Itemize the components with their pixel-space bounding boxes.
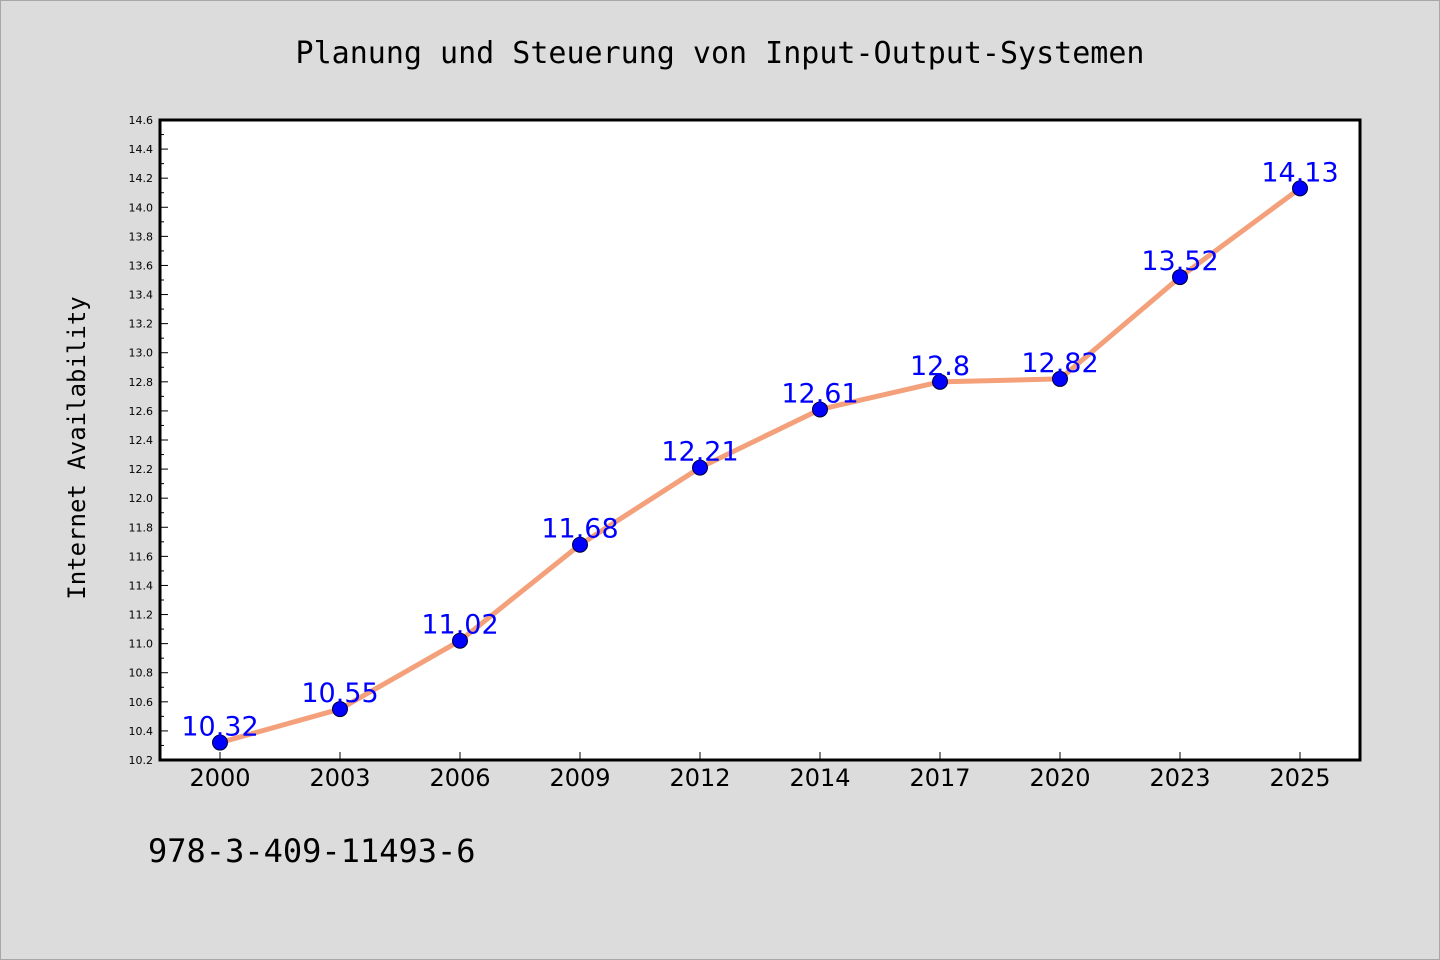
x-tick-label: 2000 — [189, 764, 250, 792]
y-axis-label: Internet Availability — [63, 296, 91, 599]
y-tick-label: 12.8 — [129, 376, 154, 389]
y-tick-label: 13.6 — [129, 259, 154, 272]
y-axis: 10.2 10.4 10.6 10.8 11.0 11.2 11.4 11.6 11.8 12.0… — [129, 114, 168, 767]
y-tick-label: 11.8 — [129, 521, 154, 534]
y-tick-label: 11.0 — [129, 638, 154, 651]
y-tick-label: 10.8 — [129, 667, 154, 680]
y-tick-label: 11.2 — [129, 609, 154, 622]
y-tick-label: 14.2 — [129, 172, 154, 185]
x-tick-label: 2025 — [1269, 764, 1330, 792]
y-tick-label: 12.6 — [129, 405, 154, 418]
x-tick-label: 2023 — [1149, 764, 1210, 792]
data-label: 10.32 — [181, 712, 258, 743]
data-markers — [212, 180, 1308, 751]
data-label: 11.02 — [421, 610, 498, 641]
y-tick-label: 12.2 — [129, 463, 154, 476]
data-point — [1172, 269, 1188, 286]
data-point — [1052, 370, 1068, 387]
y-tick-label: 11.4 — [129, 579, 154, 592]
x-tick-label: 2009 — [549, 764, 610, 792]
data-label: 12.82 — [1021, 348, 1098, 379]
x-axis: 2000 2003 2006 2009 2012 2014 2017 2020 2023 2025 — [189, 752, 1331, 792]
y-tick-label: 14.4 — [129, 143, 154, 156]
data-point — [812, 401, 828, 418]
x-tick-label: 2006 — [429, 764, 490, 792]
data-label: 10.55 — [301, 678, 378, 709]
y-tick-label: 10.4 — [129, 725, 154, 738]
y-tick-label: 14.6 — [129, 114, 154, 127]
x-tick-label: 2020 — [1029, 764, 1090, 792]
y-tick-label: 14.0 — [129, 201, 154, 214]
data-label: 14.13 — [1261, 157, 1338, 188]
data-point — [572, 536, 588, 553]
data-label: 13.52 — [1141, 246, 1218, 277]
series-line — [217, 185, 1303, 746]
data-point — [212, 734, 228, 751]
data-label: 12.21 — [661, 437, 738, 468]
chart-title: Planung und Steuerung von Input-Output-S… — [296, 36, 1145, 71]
data-point — [452, 632, 468, 649]
y-tick-label: 10.2 — [129, 754, 154, 767]
data-point — [332, 701, 348, 718]
y-tick-label: 12.0 — [129, 492, 154, 505]
y-tick-label: 12.4 — [129, 434, 154, 447]
footer-code: 978-3-409-11493-6 — [148, 832, 476, 870]
y-tick-label: 11.6 — [129, 550, 154, 563]
y-tick-label: 13.8 — [129, 230, 154, 243]
x-tick-label: 2003 — [309, 764, 370, 792]
x-tick-label: 2017 — [909, 764, 970, 792]
data-label: 12.8 — [910, 351, 970, 382]
x-tick-label: 2012 — [669, 764, 730, 792]
y-tick-label: 10.6 — [129, 696, 154, 709]
data-point — [932, 373, 948, 390]
y-tick-label: 13.2 — [129, 318, 154, 331]
y-tick-label: 13.4 — [129, 289, 154, 302]
data-label: 11.68 — [541, 514, 618, 545]
data-point — [1292, 180, 1308, 197]
plot-border — [158, 118, 1362, 762]
data-labels: 10.32 10.55 11.02 11.68 12.21 12.61 12.8 12.82 1… — [181, 157, 1338, 742]
data-point — [692, 459, 708, 476]
y-tick-label: 13.0 — [129, 347, 154, 360]
x-tick-label: 2014 — [789, 764, 850, 792]
data-label: 12.61 — [781, 378, 858, 409]
